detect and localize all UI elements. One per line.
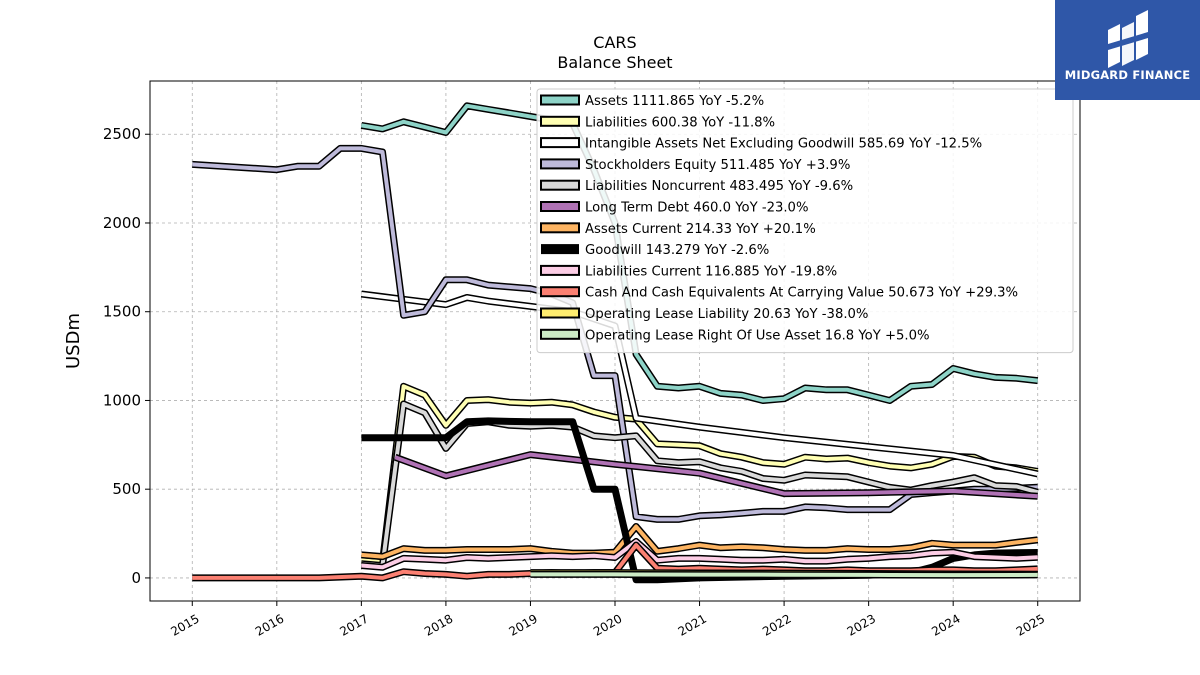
legend-box xyxy=(536,88,1074,354)
series-path xyxy=(361,524,1038,559)
x-tick-label: 2023 xyxy=(845,611,878,638)
brand-logo: MIDGARD FINANCE xyxy=(1055,0,1200,100)
legend-swatch xyxy=(540,222,580,234)
series-path xyxy=(361,539,1038,570)
chart-title: CARS xyxy=(593,33,636,52)
x-tick-label: 2022 xyxy=(760,611,793,638)
y-tick-label: 1000 xyxy=(103,391,141,409)
legend-swatch xyxy=(540,179,580,191)
legend-label: Assets 1111.865 YoY -5.2% xyxy=(585,94,764,109)
x-tick-label: 2017 xyxy=(337,611,370,638)
x-tick-label: 2025 xyxy=(1014,611,1047,638)
legend-label: Cash And Cash Equivalents At Carrying Va… xyxy=(585,286,1018,301)
series-line xyxy=(361,523,1039,561)
legend-swatch xyxy=(540,264,580,276)
y-tick-label: 1500 xyxy=(103,303,141,321)
legend-label: Liabilities 600.38 YoY -11.8% xyxy=(585,115,775,130)
x-axis: 2015 2016 2017 2018 2019 2020 2021 2022 2023 2024… xyxy=(168,601,1047,639)
series-line xyxy=(530,570,1038,579)
legend-label: Liabilities Noncurrent 483.495 YoY -9.6% xyxy=(585,179,853,194)
legend-swatch xyxy=(540,137,580,149)
legend-label: Operating Lease Right Of Use Asset 16.8 … xyxy=(585,328,930,343)
x-tick-label: 2020 xyxy=(591,611,624,638)
brand-logo-icon xyxy=(1108,10,1148,68)
y-tick-label: 2500 xyxy=(103,125,141,143)
legend-label: Long Term Debt 460.0 YoY -23.0% xyxy=(585,201,808,216)
x-tick-label: 2024 xyxy=(929,611,962,638)
legend-swatch xyxy=(540,158,580,170)
series-lines xyxy=(192,102,1039,584)
y-tick-label: 500 xyxy=(112,480,141,498)
x-tick-label: 2018 xyxy=(422,611,455,638)
x-tick-label: 2015 xyxy=(168,611,201,638)
series-line xyxy=(393,451,1038,500)
series-line xyxy=(192,144,1038,523)
series-path xyxy=(192,146,1038,522)
legend-swatch xyxy=(540,201,580,212)
series-path xyxy=(530,572,1038,578)
legend: Assets 1111.865 YoY -5.2% Liabilities 600… xyxy=(536,88,1074,354)
legend-swatch xyxy=(540,286,580,298)
legend-swatch xyxy=(540,328,580,340)
legend-label: Assets Current 214.33 YoY +20.1% xyxy=(585,222,816,237)
legend-label: Goodwill 143.279 YoY -2.6% xyxy=(585,243,769,258)
series-path xyxy=(361,103,1038,403)
x-tick-label: 2016 xyxy=(253,611,286,638)
y-tick-label: 0 xyxy=(131,569,141,587)
series-line xyxy=(361,382,1039,566)
series-path xyxy=(361,384,1039,564)
legend-swatch xyxy=(540,115,580,127)
legend-label: Liabilities Current 116.885 YoY -19.8% xyxy=(585,264,837,279)
legend-swatch xyxy=(541,244,579,255)
y-tick-label: 2000 xyxy=(103,214,141,232)
series-line xyxy=(360,102,1039,404)
x-tick-label: 2021 xyxy=(676,611,709,638)
legend-swatch xyxy=(540,307,580,319)
x-tick-label: 2019 xyxy=(507,611,540,638)
chart-subtitle: Balance Sheet xyxy=(557,53,672,72)
brand-name: MIDGARD FINANCE xyxy=(1064,68,1191,82)
legend-swatch xyxy=(540,94,580,106)
y-axis: 0 500 1000 1500 2000 2500 xyxy=(103,125,150,587)
legend-label: Stockholders Equity 511.485 YoY +3.9% xyxy=(585,158,850,173)
series-path xyxy=(394,452,1038,499)
legend-label: Intangible Assets Net Excluding Goodwill… xyxy=(585,137,982,152)
series-line xyxy=(361,538,1038,571)
legend-label: Operating Lease Liability 20.63 YoY -38.… xyxy=(585,307,868,322)
y-axis-label: USDm xyxy=(63,313,84,369)
